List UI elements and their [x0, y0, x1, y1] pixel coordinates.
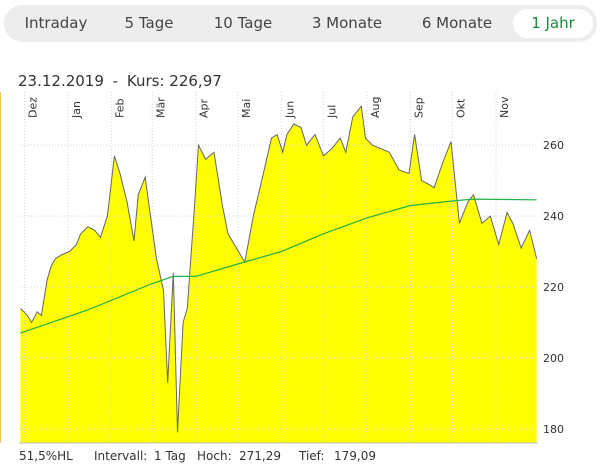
x-tick-label: Mär — [154, 97, 167, 118]
tab-5-tage[interactable]: 5 Tage — [124, 14, 174, 32]
headline-price: 226,97 — [169, 72, 222, 90]
y-tick-label: 260 — [543, 139, 564, 152]
average-line — [20, 198, 537, 334]
tab-10-tage[interactable]: 10 Tage — [213, 14, 273, 32]
footer-low: 179,09 — [334, 449, 376, 463]
footer-interval: 1 Tag — [154, 449, 186, 463]
price-chart[interactable]: Dez Jan Feb Mär Apr Mai Jun Jul Aug Sep Okt Nov 180 2… — [0, 88, 601, 446]
price-line — [20, 104, 538, 433]
headline-separator: - — [112, 72, 119, 90]
x-tick-label: Mai — [240, 99, 253, 118]
x-tick-label: Jun — [283, 101, 296, 119]
x-tick-label: Jul — [325, 105, 338, 119]
y-tick-label: 180 — [543, 423, 564, 436]
x-tick-label: Apr — [198, 98, 211, 118]
footer-hl: 51,5%HL — [19, 449, 73, 463]
y-tick-label: 200 — [543, 352, 564, 365]
price-area — [20, 106, 537, 443]
footer-interval-label: Intervall: — [94, 449, 148, 463]
headline-date: 23.12.2019 — [18, 72, 104, 90]
x-tick-label: Jan — [70, 101, 83, 119]
tab-intraday[interactable]: Intraday — [24, 14, 88, 32]
range-tabbar: Intraday 5 Tage 10 Tage 3 Monate 6 Monat… — [4, 5, 597, 42]
x-tick-label: Nov — [498, 96, 511, 118]
footer-low-label: Tief: — [299, 449, 325, 463]
footer-high: 271,29 — [239, 449, 281, 463]
tab-6-monate[interactable]: 6 Monate — [421, 14, 493, 32]
y-tick-label: 220 — [543, 281, 564, 294]
tab-1-jahr[interactable]: 1 Jahr — [513, 9, 593, 38]
x-tick-label: Okt — [454, 98, 467, 118]
x-tick-label: Sep — [412, 97, 425, 118]
y-tick-label: 240 — [543, 210, 564, 223]
headline-price-label: Kurs: — [126, 72, 165, 90]
x-tick-label: Feb — [114, 99, 127, 118]
x-tick-label: Dez — [27, 97, 40, 118]
chart-headline: 23.12.2019 - Kurs: 226,97 — [18, 72, 222, 90]
tab-3-monate[interactable]: 3 Monate — [311, 14, 383, 32]
x-tick-label: Aug — [369, 97, 382, 118]
footer-high-label: Hoch: — [197, 449, 232, 463]
